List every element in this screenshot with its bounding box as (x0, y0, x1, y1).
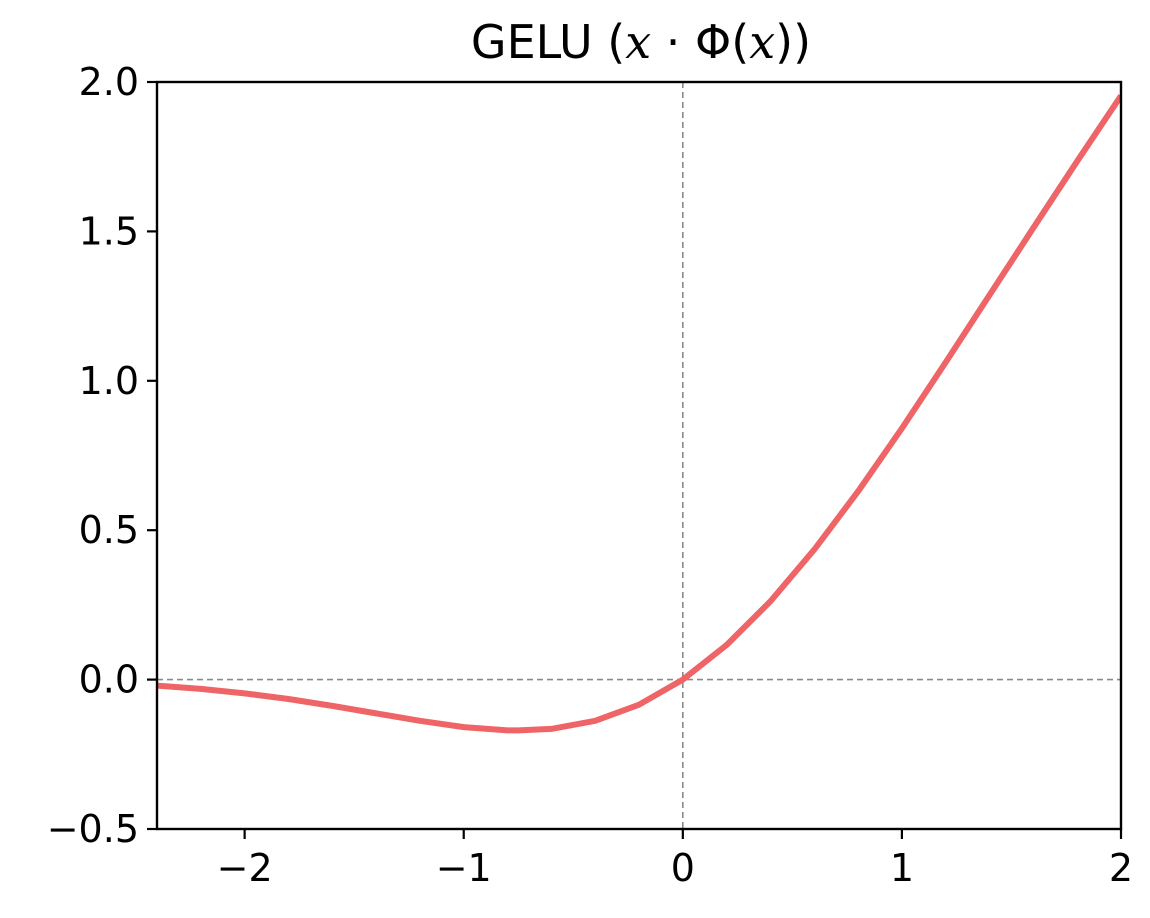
y-tick-label: 1.5 (79, 209, 139, 253)
chart-title-dot-phi: · Φ( (651, 15, 749, 69)
chart-title: GELU (x · Φ(x)) (471, 15, 811, 69)
x-tick-label: −1 (436, 846, 492, 890)
x-tick-label: −2 (217, 846, 273, 890)
chart-title-prefix: GELU ( (471, 15, 625, 69)
y-tick-label: 2.0 (79, 60, 139, 104)
y-tick-label: 0.5 (79, 508, 139, 552)
axes-frame (155, 80, 1123, 831)
chart-title-var-x: x (625, 15, 651, 69)
x-tick-label: 1 (890, 846, 914, 890)
y-tick-label: 1.0 (79, 359, 139, 403)
y-tick-label: −0.5 (47, 807, 139, 851)
axes: −2 −1 0 1 2 −0.5 0.0 0.5 1.0 1.5 2.0 (47, 60, 1133, 890)
chart-title-var-x2: x (749, 15, 775, 69)
x-tick-label: 2 (1109, 846, 1133, 890)
chart-title-suffix: )) (775, 15, 811, 69)
series-line-1 (157, 94, 1121, 734)
plot-area (157, 82, 1121, 829)
x-tick-label: 0 (671, 846, 695, 890)
y-tick-label: 0.0 (79, 658, 139, 702)
